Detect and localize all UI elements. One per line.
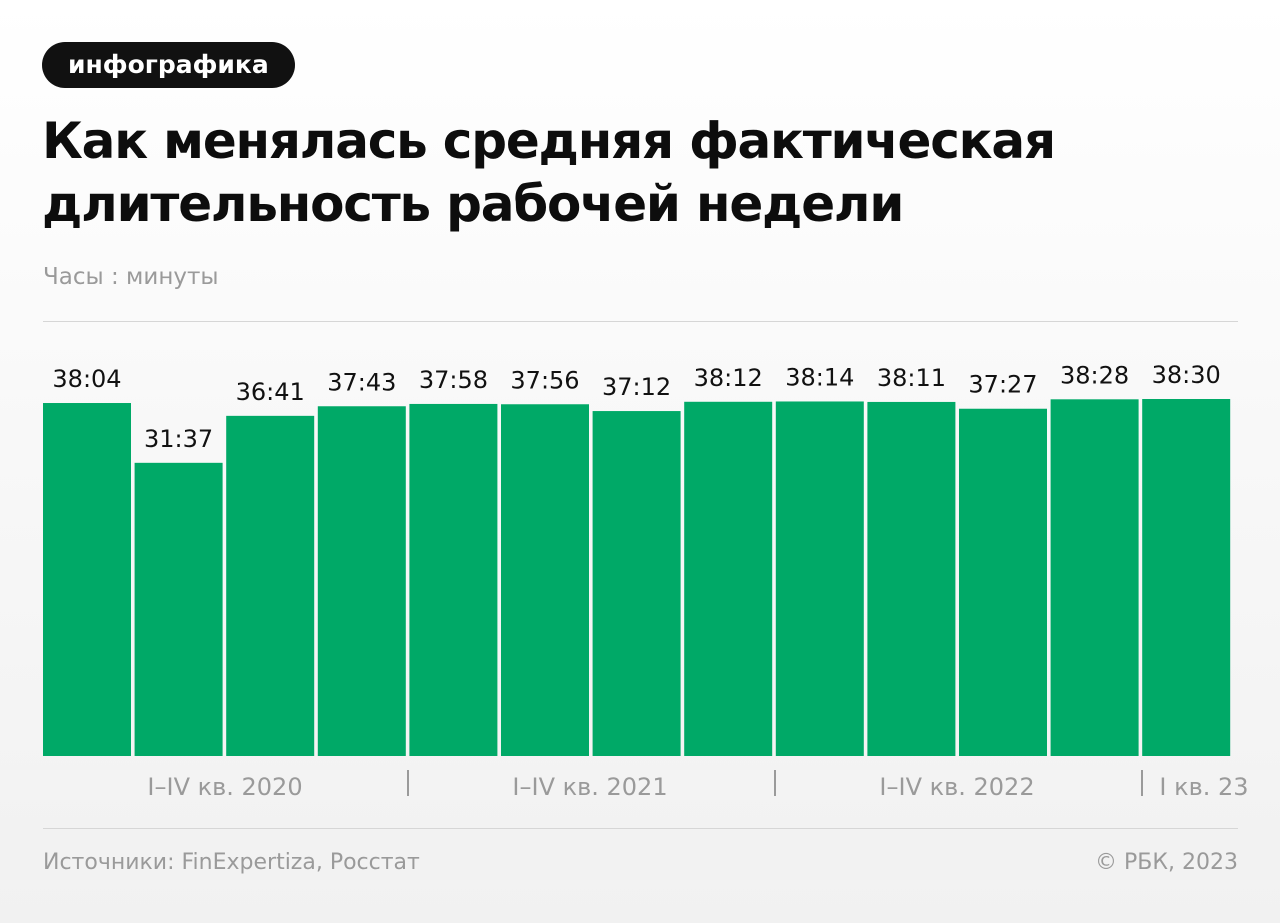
- bar-value-label: 38:04: [52, 365, 121, 393]
- source-note: Источники: FinExpertiza, Росстат: [43, 850, 420, 875]
- bar-value-label: 37:43: [327, 368, 396, 396]
- bar: [1050, 399, 1139, 756]
- bar-value-label: 37:56: [510, 366, 579, 394]
- infographic-badge: инфографика: [42, 42, 295, 88]
- bar-value-label: 36:41: [236, 378, 305, 406]
- bar-value-label: 38:30: [1152, 361, 1221, 389]
- bar-value-label: 37:12: [602, 373, 671, 401]
- bar-value-label: 38:28: [1060, 361, 1129, 389]
- bar-value-label: 38:12: [694, 364, 763, 392]
- bar: [592, 411, 681, 756]
- bar: [409, 403, 498, 756]
- bar: [317, 406, 406, 756]
- bar: [684, 401, 773, 756]
- x-group-label: I кв. 23: [1159, 773, 1248, 801]
- bar: [501, 404, 589, 756]
- bar: [1142, 399, 1231, 756]
- bar-chart: 38:04 31:37 36:41 37:43 37:58 37:56 37:12 38:12…: [43, 361, 1249, 801]
- bar: [134, 462, 223, 756]
- bar-value-label: 37:27: [968, 371, 1037, 399]
- bar: [959, 408, 1047, 756]
- bar-value-label: 37:58: [419, 366, 488, 394]
- bar: [226, 415, 315, 756]
- bar: [867, 401, 956, 756]
- bar-value-label: 38:11: [877, 364, 946, 392]
- bar: [43, 403, 131, 756]
- chart-title: Как менялась средняя фактическая длитель…: [42, 112, 1056, 233]
- x-group-label: I–IV кв. 2022: [879, 773, 1034, 801]
- bar: [775, 401, 864, 756]
- chart-subtitle: Часы : минуты: [43, 264, 219, 290]
- top-divider: [43, 321, 1238, 322]
- bar-value-label: 38:14: [785, 363, 854, 391]
- x-group-label: I–IV кв. 2020: [147, 773, 302, 801]
- copyright-note: © РБК, 2023: [1095, 850, 1238, 875]
- bar-value-label: 31:37: [144, 425, 213, 453]
- x-group-label: I–IV кв. 2021: [512, 773, 667, 801]
- bottom-divider: [43, 828, 1238, 829]
